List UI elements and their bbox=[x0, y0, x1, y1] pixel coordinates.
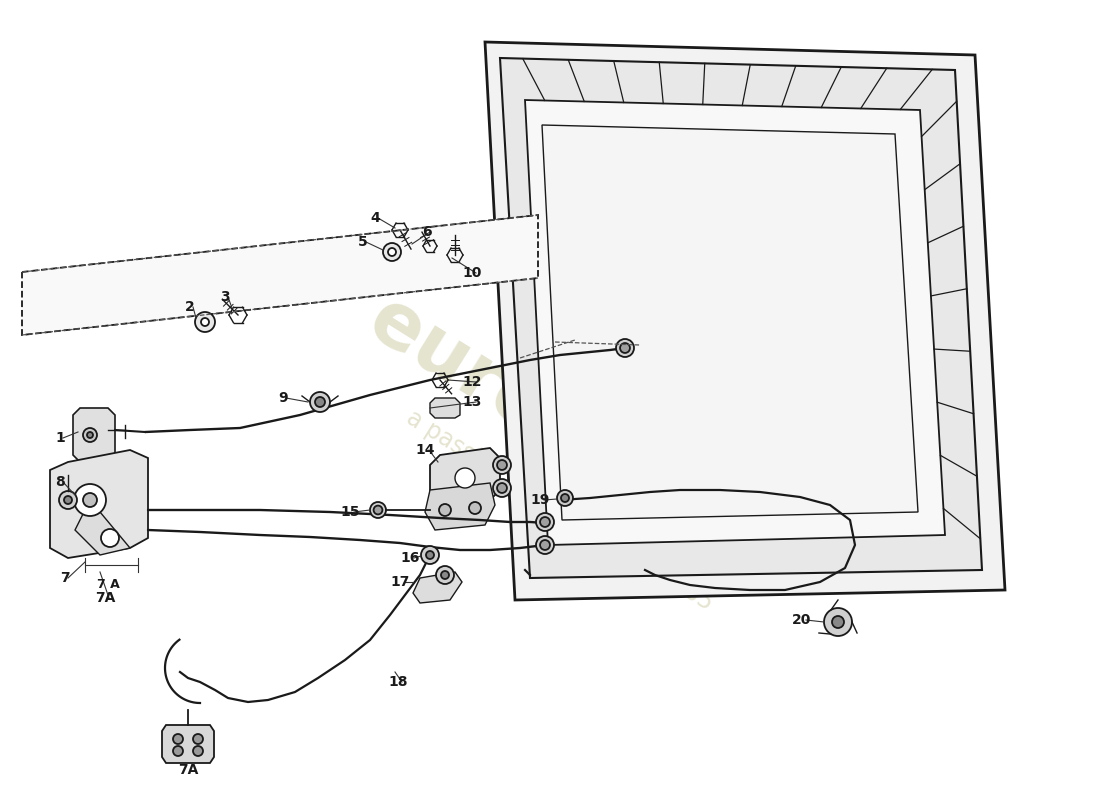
Circle shape bbox=[192, 734, 204, 744]
Circle shape bbox=[310, 392, 330, 412]
Text: 10: 10 bbox=[462, 266, 482, 280]
Text: 5: 5 bbox=[358, 235, 367, 249]
Circle shape bbox=[824, 608, 852, 636]
Text: a passion for parts since 1985: a passion for parts since 1985 bbox=[403, 405, 718, 615]
Circle shape bbox=[82, 428, 97, 442]
Circle shape bbox=[370, 502, 386, 518]
Text: 4: 4 bbox=[370, 211, 379, 225]
Circle shape bbox=[441, 571, 449, 579]
Circle shape bbox=[536, 513, 554, 531]
Circle shape bbox=[426, 551, 434, 559]
Text: 20: 20 bbox=[792, 613, 812, 627]
Circle shape bbox=[201, 318, 209, 326]
Text: 3: 3 bbox=[220, 290, 230, 304]
Text: 6: 6 bbox=[422, 225, 431, 239]
Circle shape bbox=[497, 483, 507, 493]
Circle shape bbox=[557, 490, 573, 506]
Circle shape bbox=[192, 746, 204, 756]
Circle shape bbox=[64, 496, 72, 504]
Polygon shape bbox=[430, 398, 460, 418]
Circle shape bbox=[421, 546, 439, 564]
Polygon shape bbox=[525, 100, 945, 545]
Circle shape bbox=[87, 432, 94, 438]
Text: 17: 17 bbox=[390, 575, 409, 589]
Circle shape bbox=[540, 540, 550, 550]
Circle shape bbox=[561, 494, 569, 502]
Text: 16: 16 bbox=[400, 551, 419, 565]
Text: 7: 7 bbox=[60, 571, 69, 585]
Circle shape bbox=[455, 468, 475, 488]
Text: 2: 2 bbox=[185, 300, 195, 314]
Circle shape bbox=[469, 502, 481, 514]
Polygon shape bbox=[500, 58, 982, 578]
Circle shape bbox=[616, 339, 634, 357]
Text: euroPares: euroPares bbox=[355, 283, 764, 577]
Polygon shape bbox=[50, 450, 148, 558]
Text: 12: 12 bbox=[462, 375, 482, 389]
Text: 9: 9 bbox=[278, 391, 287, 405]
Text: 13: 13 bbox=[462, 395, 482, 409]
Circle shape bbox=[388, 248, 396, 256]
Polygon shape bbox=[75, 500, 130, 555]
Text: 18: 18 bbox=[388, 675, 407, 689]
Circle shape bbox=[383, 243, 402, 261]
Text: 7A: 7A bbox=[178, 763, 198, 777]
Circle shape bbox=[439, 504, 451, 516]
Polygon shape bbox=[425, 483, 495, 530]
Circle shape bbox=[74, 484, 106, 516]
Polygon shape bbox=[162, 725, 214, 763]
Circle shape bbox=[436, 566, 454, 584]
Polygon shape bbox=[22, 215, 538, 335]
Text: 8: 8 bbox=[55, 475, 65, 489]
Text: 1: 1 bbox=[55, 431, 65, 445]
Circle shape bbox=[315, 397, 324, 407]
Circle shape bbox=[540, 517, 550, 527]
Circle shape bbox=[195, 312, 214, 332]
Circle shape bbox=[832, 616, 844, 628]
Polygon shape bbox=[485, 42, 1005, 600]
Circle shape bbox=[59, 491, 77, 509]
Text: 19: 19 bbox=[530, 493, 549, 507]
Circle shape bbox=[82, 493, 97, 507]
Polygon shape bbox=[412, 572, 462, 603]
Text: 7 A: 7 A bbox=[97, 578, 120, 591]
Text: 7A: 7A bbox=[95, 591, 116, 605]
Text: 14: 14 bbox=[415, 443, 434, 457]
Polygon shape bbox=[73, 408, 116, 462]
Circle shape bbox=[493, 456, 512, 474]
Polygon shape bbox=[430, 448, 500, 507]
Circle shape bbox=[493, 479, 512, 497]
Circle shape bbox=[620, 343, 630, 353]
Polygon shape bbox=[542, 125, 918, 520]
Text: 15: 15 bbox=[340, 505, 360, 519]
Circle shape bbox=[173, 734, 183, 744]
Circle shape bbox=[173, 746, 183, 756]
Circle shape bbox=[536, 536, 554, 554]
Circle shape bbox=[101, 529, 119, 547]
Circle shape bbox=[497, 460, 507, 470]
Circle shape bbox=[374, 506, 383, 514]
